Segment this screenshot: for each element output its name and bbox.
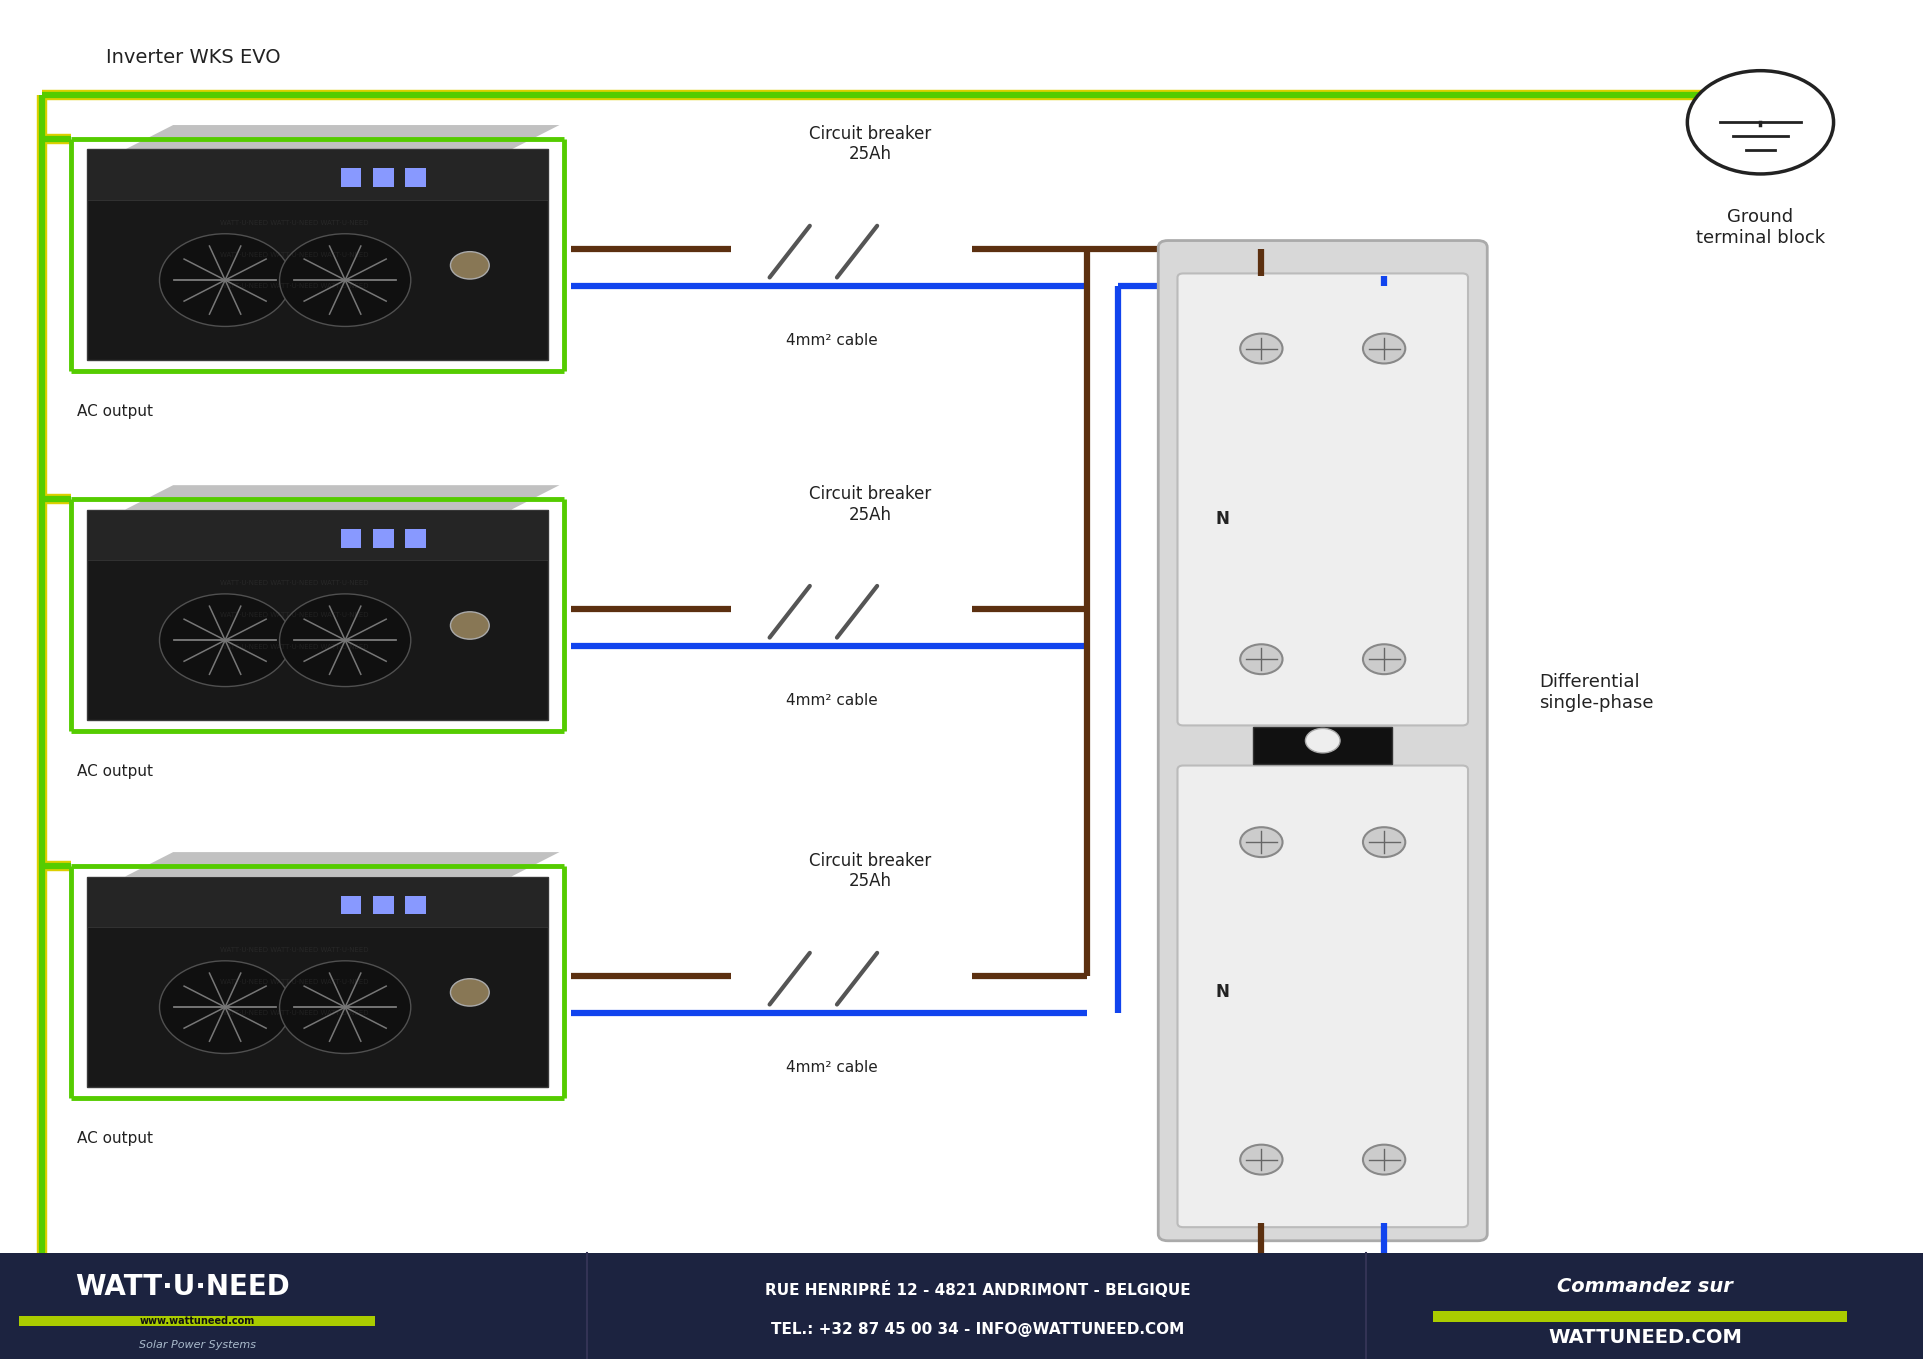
Bar [0, 1253, 1923, 1359]
Text: WATT·U·NEED WATT·U·NEED WATT·U·NEED: WATT·U·NEED WATT·U·NEED WATT·U·NEED [219, 284, 369, 289]
Bar [373, 169, 394, 188]
Text: Ground
terminal block: Ground terminal block [1694, 208, 1825, 247]
Circle shape [1240, 1144, 1283, 1174]
Circle shape [160, 234, 290, 326]
Circle shape [160, 594, 290, 686]
Circle shape [1361, 1144, 1404, 1174]
Bar [87, 149, 548, 200]
Bar [1252, 727, 1392, 764]
Text: AC output: AC output [77, 404, 154, 419]
Circle shape [1686, 71, 1833, 174]
Text: 4mm² cable: 4mm² cable [787, 693, 877, 708]
Circle shape [1240, 828, 1283, 858]
Text: Electrical box: Electrical box [1261, 1298, 1383, 1316]
Circle shape [279, 234, 412, 326]
Text: AC output: AC output [77, 764, 154, 779]
Bar [87, 510, 548, 560]
Text: 4mm² cable: 4mm² cable [787, 333, 877, 348]
Text: WATT·U·NEED WATT·U·NEED WATT·U·NEED: WATT·U·NEED WATT·U·NEED WATT·U·NEED [219, 1011, 369, 1017]
Bar [406, 896, 425, 915]
Text: Commandez sur: Commandez sur [1556, 1277, 1733, 1296]
Polygon shape [125, 125, 560, 149]
Bar [340, 896, 362, 915]
Text: AC output: AC output [77, 1131, 154, 1146]
Text: Circuit breaker
25Ah: Circuit breaker 25Ah [810, 125, 931, 163]
Bar [1433, 1311, 1846, 1322]
Text: WATT·U·NEED WATT·U·NEED WATT·U·NEED: WATT·U·NEED WATT·U·NEED WATT·U·NEED [219, 580, 369, 586]
Text: WATT·U·NEED WATT·U·NEED WATT·U·NEED: WATT·U·NEED WATT·U·NEED WATT·U·NEED [219, 612, 369, 618]
FancyBboxPatch shape [1177, 273, 1467, 726]
Circle shape [1240, 644, 1283, 674]
Polygon shape [125, 485, 560, 510]
Text: TEL.: +32 87 45 00 34 - INFO@WATTUNEED.COM: TEL.: +32 87 45 00 34 - INFO@WATTUNEED.C… [771, 1321, 1183, 1337]
Text: WATT·U·NEED: WATT·U·NEED [75, 1273, 290, 1301]
Text: RUE HENRIPRÉ 12 - 4821 ANDRIMONT - BELGIQUE: RUE HENRIPRÉ 12 - 4821 ANDRIMONT - BELGI… [763, 1282, 1190, 1298]
Circle shape [1304, 728, 1338, 753]
Text: Differential
single-phase: Differential single-phase [1538, 673, 1654, 712]
Circle shape [1240, 333, 1283, 363]
Circle shape [160, 961, 290, 1053]
Circle shape [1361, 333, 1404, 363]
Circle shape [450, 251, 488, 279]
Text: Circuit breaker
25Ah: Circuit breaker 25Ah [810, 852, 931, 890]
Bar [406, 169, 425, 188]
Text: Inverter WKS EVO: Inverter WKS EVO [106, 48, 281, 67]
Text: 4mm² cable: 4mm² cable [787, 1060, 877, 1075]
Circle shape [450, 978, 488, 1006]
Circle shape [279, 594, 412, 686]
Bar [373, 896, 394, 915]
Text: WATT·U·NEED WATT·U·NEED WATT·U·NEED: WATT·U·NEED WATT·U·NEED WATT·U·NEED [219, 947, 369, 953]
Circle shape [1361, 644, 1404, 674]
Text: WATT·U·NEED WATT·U·NEED WATT·U·NEED: WATT·U·NEED WATT·U·NEED WATT·U·NEED [219, 644, 369, 650]
Bar [87, 877, 548, 1087]
Bar [373, 529, 394, 548]
Text: Circuit breaker
25Ah: Circuit breaker 25Ah [810, 485, 931, 523]
Bar [340, 169, 362, 188]
Text: WATTUNEED.COM: WATTUNEED.COM [1548, 1328, 1740, 1347]
Circle shape [1361, 828, 1404, 858]
Circle shape [450, 612, 488, 639]
Polygon shape [125, 852, 560, 877]
FancyBboxPatch shape [1177, 765, 1467, 1227]
Text: Solar Power Systems: Solar Power Systems [138, 1340, 256, 1351]
FancyBboxPatch shape [1158, 241, 1486, 1241]
Text: WATT·U·NEED WATT·U·NEED WATT·U·NEED: WATT·U·NEED WATT·U·NEED WATT·U·NEED [219, 220, 369, 226]
Text: www.wattuneed.com: www.wattuneed.com [140, 1316, 254, 1326]
Bar [87, 149, 548, 360]
Text: WATT·U·NEED WATT·U·NEED WATT·U·NEED: WATT·U·NEED WATT·U·NEED WATT·U·NEED [219, 978, 369, 985]
Text: WATT·U·NEED WATT·U·NEED WATT·U·NEED: WATT·U·NEED WATT·U·NEED WATT·U·NEED [219, 251, 369, 258]
Bar [406, 529, 425, 548]
Bar [87, 877, 548, 927]
Bar [340, 529, 362, 548]
Bar [87, 510, 548, 720]
Text: N: N [1215, 983, 1229, 1000]
Text: N: N [1215, 510, 1229, 527]
Bar [19, 1316, 375, 1326]
Circle shape [279, 961, 412, 1053]
